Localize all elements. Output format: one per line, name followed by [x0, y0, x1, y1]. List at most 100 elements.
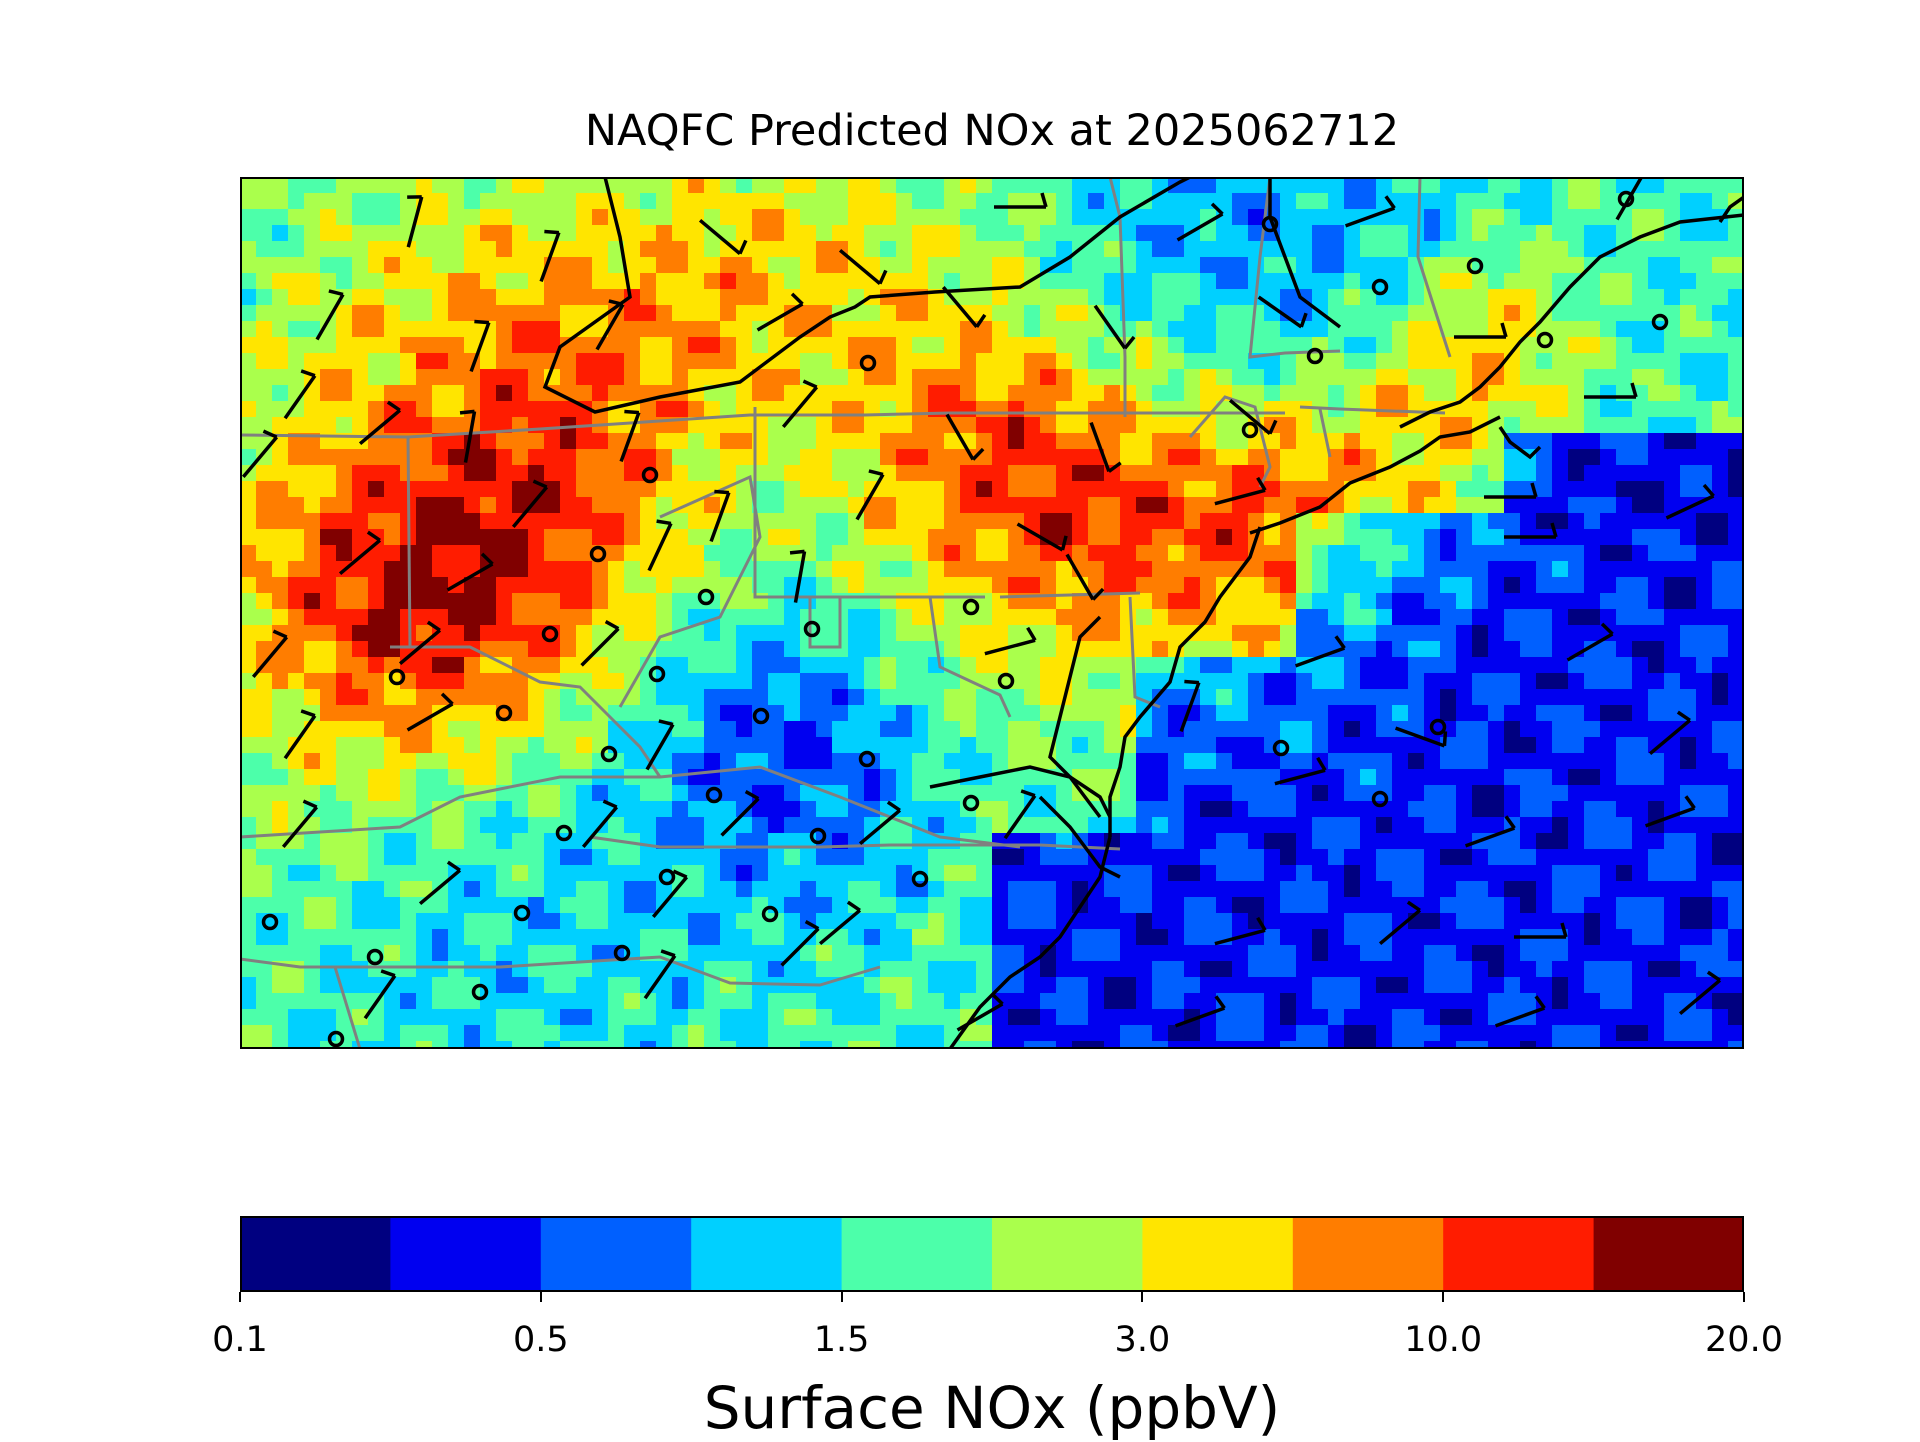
grid-cell: [672, 481, 689, 498]
grid-cell: [240, 689, 257, 706]
grid-cell: [656, 929, 673, 946]
grid-cell: [1296, 369, 1313, 386]
grid-cell: [256, 865, 273, 882]
grid-cell: [448, 289, 465, 306]
grid-cell: [1008, 609, 1025, 626]
grid-cell: [1376, 417, 1393, 434]
grid-cell: [1728, 225, 1744, 242]
grid-cell: [1456, 273, 1473, 290]
grid-cell: [832, 801, 849, 818]
grid-cell: [240, 737, 257, 754]
grid-cell: [1728, 593, 1744, 610]
grid-cell: [352, 529, 369, 546]
grid-cell: [1696, 529, 1713, 546]
grid-cell: [912, 417, 929, 434]
grid-cell: [512, 577, 529, 594]
grid-cell: [1616, 769, 1633, 786]
grid-cell: [944, 577, 961, 594]
grid-cell: [1056, 609, 1073, 626]
grid-cell: [880, 785, 897, 802]
grid-cell: [1696, 305, 1713, 322]
grid-cell: [544, 689, 561, 706]
grid-cell: [960, 737, 977, 754]
grid-cell: [704, 817, 721, 834]
grid-cell: [288, 465, 305, 482]
grid-cell: [512, 561, 529, 578]
grid-cell: [736, 641, 753, 658]
grid-cell: [688, 561, 705, 578]
grid-cell: [944, 1009, 961, 1026]
grid-cell: [544, 481, 561, 498]
grid-cell: [496, 897, 513, 914]
grid-cell: [1728, 305, 1744, 322]
grid-cell: [1056, 209, 1073, 226]
grid-cell: [1232, 849, 1249, 866]
grid-cell: [1008, 929, 1025, 946]
grid-cell: [1232, 785, 1249, 802]
grid-cell: [1536, 689, 1553, 706]
grid-cell: [1296, 177, 1313, 194]
grid-cell: [1680, 753, 1697, 770]
grid-cell: [1552, 689, 1569, 706]
grid-cell: [432, 241, 449, 258]
grid-cell: [1696, 545, 1713, 562]
grid-cell: [528, 225, 545, 242]
grid-cell: [240, 529, 257, 546]
grid-cell: [688, 785, 705, 802]
grid-cell: [448, 833, 465, 850]
grid-cell: [1456, 177, 1473, 194]
grid-cell: [656, 785, 673, 802]
grid-cell: [1600, 289, 1617, 306]
grid-cell: [880, 593, 897, 610]
grid-cell: [1328, 241, 1345, 258]
grid-cell: [1712, 305, 1729, 322]
grid-cell: [976, 945, 993, 962]
grid-cell: [800, 849, 817, 866]
grid-cell: [880, 625, 897, 642]
grid-cell: [1696, 257, 1713, 274]
grid-cell: [368, 401, 385, 418]
grid-cell: [1424, 929, 1441, 946]
grid-cell: [336, 929, 353, 946]
grid-cell: [1024, 305, 1041, 322]
grid-cell: [1600, 353, 1617, 370]
grid-cell: [1200, 561, 1217, 578]
grid-cell: [1584, 433, 1601, 450]
grid-cell: [640, 577, 657, 594]
grid-cell: [576, 673, 593, 690]
grid-cell: [1552, 913, 1569, 930]
grid-cell: [1600, 177, 1617, 194]
grid-cell: [1504, 737, 1521, 754]
grid-cell: [1248, 497, 1265, 514]
grid-cell: [1056, 497, 1073, 514]
grid-cell: [960, 961, 977, 978]
grid-cell: [496, 449, 513, 466]
grid-cell: [1024, 641, 1041, 658]
grid-cell: [1648, 833, 1665, 850]
grid-cell: [272, 401, 289, 418]
grid-cell: [880, 769, 897, 786]
grid-cell: [1184, 561, 1201, 578]
grid-cell: [976, 849, 993, 866]
grid-cell: [480, 769, 497, 786]
grid-cell: [1008, 529, 1025, 546]
grid-cell: [448, 929, 465, 946]
grid-cell: [1712, 737, 1729, 754]
grid-cell: [1616, 401, 1633, 418]
grid-cell: [432, 721, 449, 738]
grid-cell: [784, 321, 801, 338]
grid-cell: [464, 913, 481, 930]
grid-cell: [432, 337, 449, 354]
grid-cell: [1344, 289, 1361, 306]
grid-cell: [720, 369, 737, 386]
grid-cell: [272, 497, 289, 514]
grid-cell: [592, 529, 609, 546]
grid-cell: [944, 849, 961, 866]
grid-cell: [960, 577, 977, 594]
grid-cell: [1616, 897, 1633, 914]
grid-cell: [1440, 913, 1457, 930]
grid-cell: [736, 577, 753, 594]
grid-cell: [928, 849, 945, 866]
grid-cell: [368, 849, 385, 866]
grid-cell: [1440, 529, 1457, 546]
